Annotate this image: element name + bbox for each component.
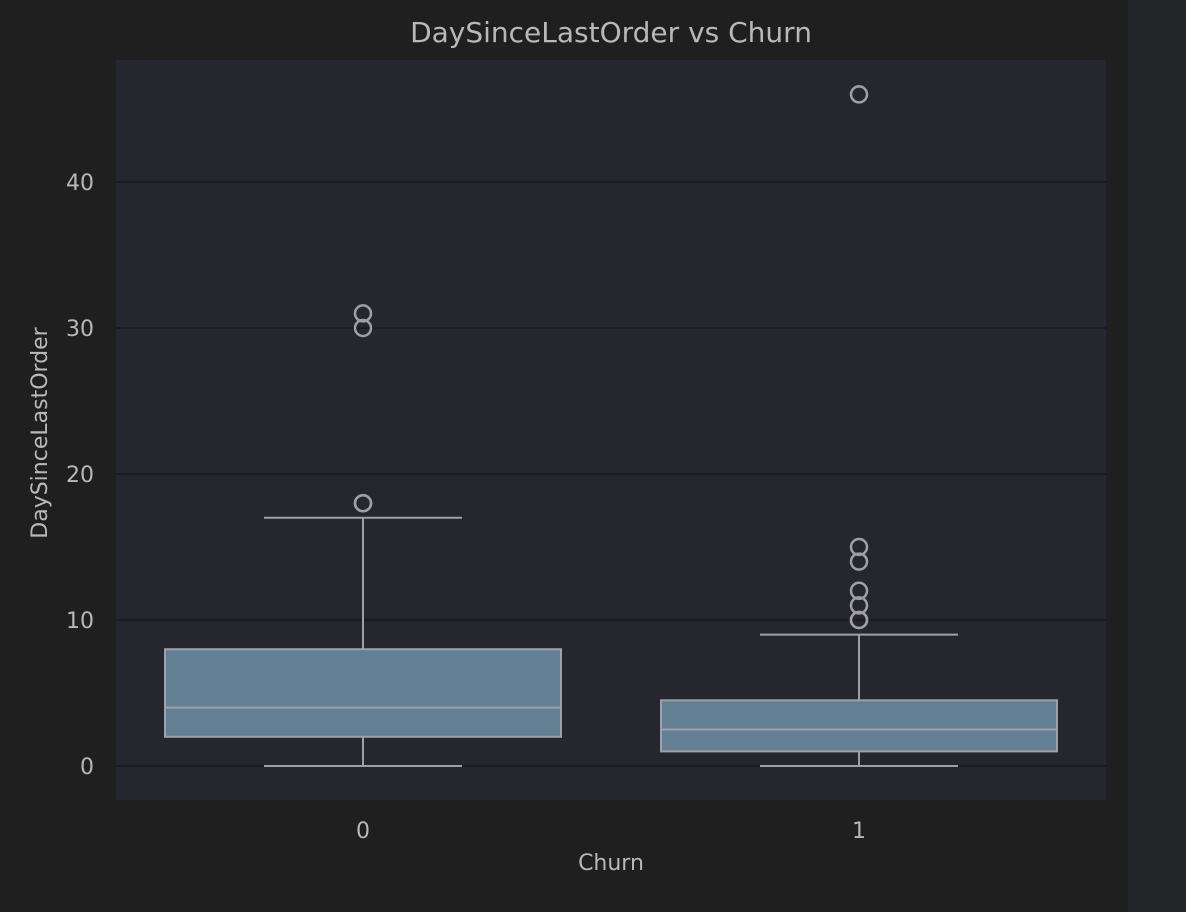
x-tick-label-0: 0	[356, 819, 370, 844]
y-tick-label-30: 30	[66, 317, 94, 342]
outlier-point	[849, 85, 869, 104]
outlier-point	[849, 610, 869, 630]
y-tick-label-40: 40	[66, 171, 94, 196]
box-group-1	[660, 85, 1058, 767]
y-tick-label-20: 20	[66, 463, 94, 488]
box-iqr	[660, 699, 1058, 753]
box-iqr	[164, 648, 562, 738]
boxes	[164, 85, 1058, 767]
outlier-point	[353, 304, 373, 323]
outlier-point	[849, 552, 869, 571]
y-axis-label: DaySinceLastOrder	[28, 326, 53, 538]
x-axis-label: Churn	[578, 851, 644, 876]
outlier-point	[849, 537, 869, 557]
x-tick-label-1: 1	[852, 819, 866, 844]
y-tick-labels: 0 10 20 30 40	[66, 171, 94, 780]
y-tick-label-10: 10	[66, 609, 94, 634]
box-group-0	[164, 304, 562, 767]
outlier-point	[353, 318, 373, 338]
outlier-point	[849, 581, 869, 601]
outlier-point	[849, 596, 869, 615]
y-tick-label-0: 0	[80, 755, 94, 780]
side-strip	[1128, 0, 1186, 912]
outlier-point	[353, 493, 373, 513]
chart-title: DaySinceLastOrder vs Churn	[410, 16, 812, 49]
